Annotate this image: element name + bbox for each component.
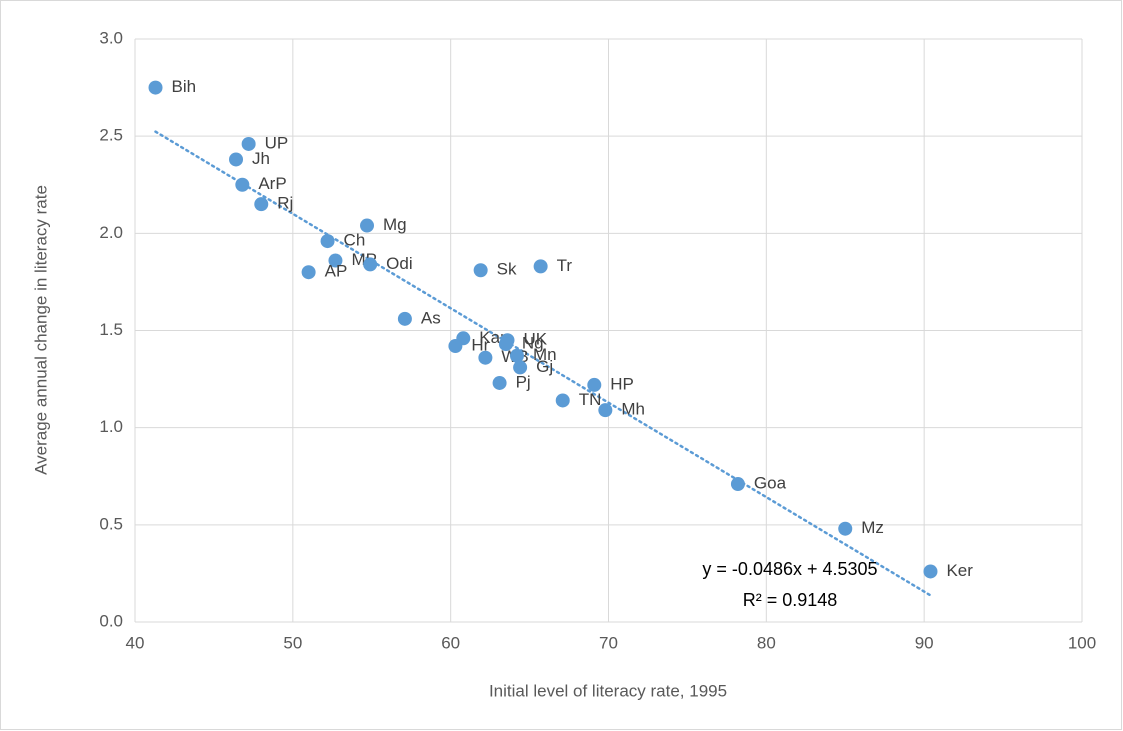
point — [492, 375, 507, 390]
y-tick-label: 2.5 — [99, 126, 123, 145]
point — [363, 257, 378, 272]
point — [360, 218, 375, 233]
point — [301, 265, 316, 280]
point-label: Ng — [522, 334, 544, 353]
trendline — [154, 130, 932, 597]
point — [235, 177, 250, 192]
point — [513, 360, 528, 375]
x-tick-label: 100 — [1068, 633, 1096, 652]
x-tick-label: 90 — [915, 633, 934, 652]
point-label: As — [421, 308, 441, 327]
point — [448, 339, 463, 354]
point — [241, 136, 256, 151]
point-label: TN — [579, 390, 602, 409]
y-tick-label: 0.5 — [99, 514, 123, 533]
point — [838, 521, 853, 536]
point-label: Ch — [344, 231, 366, 250]
point-label: HP — [610, 374, 634, 393]
point — [229, 152, 244, 167]
point — [148, 80, 163, 95]
y-tick-label: 3.0 — [99, 28, 123, 47]
point-label: Mg — [383, 215, 407, 234]
point — [587, 377, 602, 392]
trendline-equation: y = -0.0486x + 4.5305 — [702, 559, 877, 579]
point — [923, 564, 938, 579]
point-label: Hr — [471, 336, 489, 355]
point — [473, 263, 488, 278]
point-label: UK — [523, 330, 547, 349]
y-tick-label: 1.5 — [99, 320, 123, 339]
point-label: Goa — [754, 474, 787, 493]
y-tick-label: 2.0 — [99, 223, 123, 242]
point-label: ArP — [258, 174, 286, 193]
x-tick-label: 40 — [126, 633, 145, 652]
point-label: Pj — [516, 372, 531, 391]
point-label: Rj — [277, 194, 293, 213]
x-tick-label: 60 — [441, 633, 460, 652]
point-label: Mz — [861, 518, 884, 537]
x-tick-label: 70 — [599, 633, 618, 652]
point — [397, 311, 412, 326]
point-label: UP — [265, 133, 289, 152]
x-tick-label: 50 — [283, 633, 302, 652]
point-label: Sk — [497, 260, 517, 279]
x-axis-title: Initial level of literacy rate, 1995 — [489, 681, 727, 700]
point-label: AP — [325, 262, 348, 281]
y-tick-label: 1.0 — [99, 417, 123, 436]
point — [478, 350, 493, 365]
trendline-r2: R² = 0.9148 — [743, 590, 838, 610]
point — [320, 234, 335, 249]
point-label: Bih — [172, 77, 197, 96]
point-label: Mh — [621, 400, 645, 419]
y-axis-title: Average annual change in literacy rate — [31, 185, 50, 475]
point-label: Tr — [557, 256, 573, 275]
point — [254, 197, 269, 212]
point — [598, 403, 613, 418]
point — [509, 348, 524, 363]
y-tick-label: 0.0 — [99, 611, 123, 630]
point-label: Odi — [386, 254, 412, 273]
x-tick-label: 80 — [757, 633, 776, 652]
point-label: Mn — [533, 345, 557, 364]
point-label: Jh — [252, 149, 270, 168]
point — [498, 337, 513, 352]
point-label: Gj — [536, 357, 553, 376]
point — [730, 477, 745, 492]
point — [555, 393, 570, 408]
point — [533, 259, 548, 274]
point — [328, 253, 343, 268]
point-label: Ker — [946, 561, 973, 580]
